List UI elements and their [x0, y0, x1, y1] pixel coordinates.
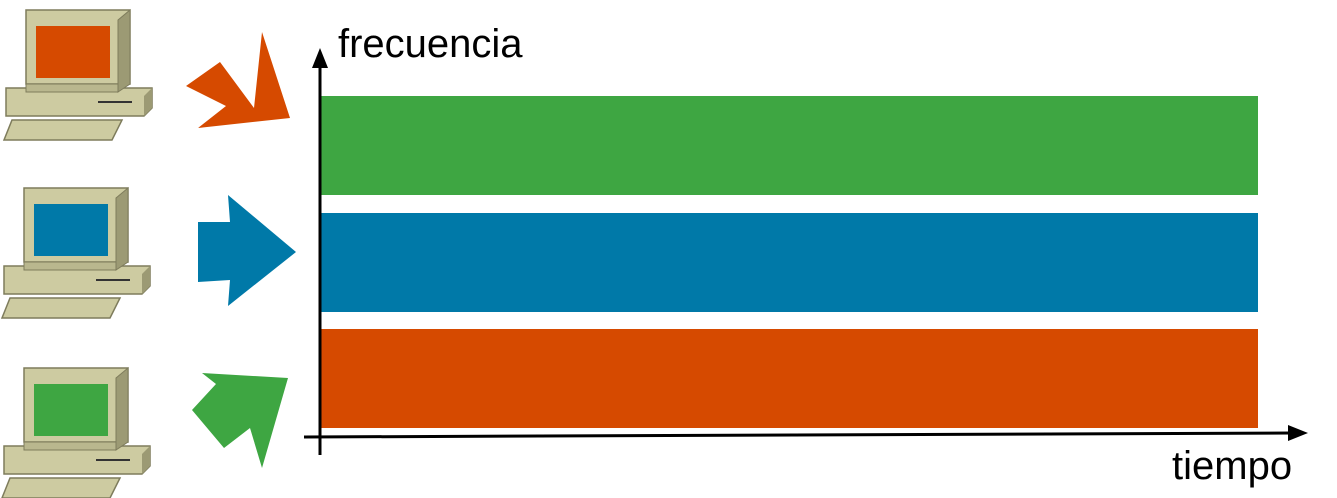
y-axis	[312, 48, 328, 455]
computer-screen	[34, 204, 108, 256]
computer-top-icon	[3, 9, 153, 141]
computer-screen	[36, 26, 110, 78]
computer-screen	[34, 384, 108, 436]
arrow-up-right-icon	[192, 373, 288, 468]
computer-middle-icon	[1, 187, 151, 319]
arrow-down-right-icon	[186, 32, 290, 128]
channel-bottom	[320, 329, 1258, 428]
channel-top	[320, 96, 1258, 195]
x-axis-label: tiempo	[1172, 444, 1293, 488]
y-axis-label: frecuencia	[338, 22, 523, 66]
channel-middle	[320, 213, 1258, 312]
x-axis	[303, 425, 1308, 441]
arrow-right-icon	[198, 195, 296, 306]
computer-bottom-icon	[1, 367, 151, 498]
